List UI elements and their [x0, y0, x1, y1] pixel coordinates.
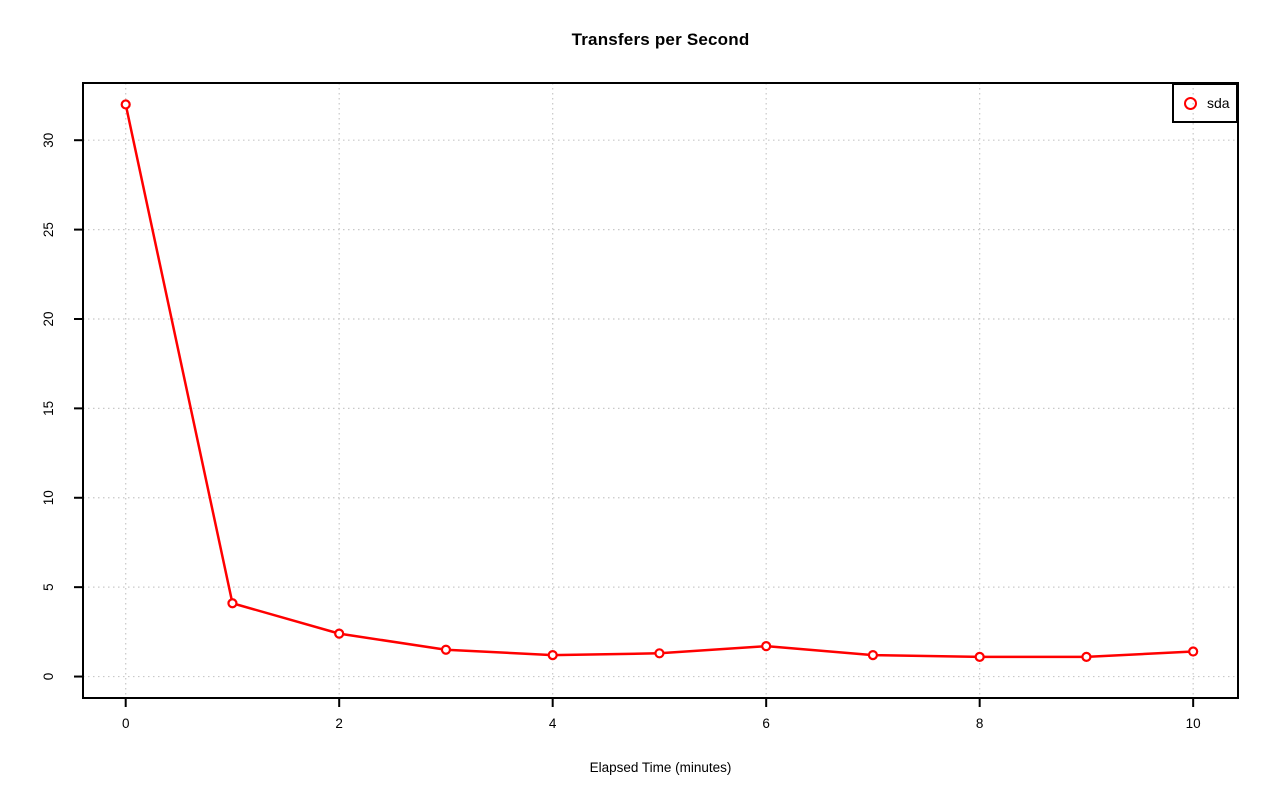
data-point — [654, 648, 665, 659]
data-point — [1081, 651, 1092, 662]
x-axis-title: Elapsed Time (minutes) — [589, 760, 732, 775]
data-point — [227, 598, 238, 609]
data-point — [334, 628, 345, 639]
legend-series-marker-icon — [1184, 96, 1197, 110]
chart-title: Transfers per Second — [571, 30, 750, 49]
x-tick-label: 10 — [1186, 716, 1201, 731]
y-tick-label: 10 — [41, 490, 56, 505]
x-tick-label: 6 — [762, 716, 770, 731]
data-point — [761, 641, 772, 652]
data-point — [1188, 646, 1199, 657]
y-tick-label: 0 — [41, 673, 56, 681]
legend: sda — [1172, 83, 1238, 123]
x-tick-label: 8 — [976, 716, 984, 731]
data-point — [547, 649, 558, 661]
series-line — [124, 103, 1195, 659]
plot-border — [82, 82, 1239, 699]
y-tick-label: 15 — [41, 401, 56, 416]
data-point — [867, 649, 879, 661]
x-tick-label: 2 — [335, 716, 343, 731]
data-point — [120, 99, 131, 110]
data-point — [440, 644, 452, 655]
x-tick-label: 0 — [122, 716, 130, 731]
x-tick-label: 4 — [549, 716, 557, 731]
y-tick-label: 30 — [41, 133, 56, 148]
y-tick-label: 5 — [41, 583, 56, 591]
data-point — [974, 651, 985, 662]
legend-series-label: sda — [1207, 95, 1230, 111]
y-tick-label: 25 — [41, 222, 56, 237]
y-tick-label: 20 — [41, 311, 56, 326]
